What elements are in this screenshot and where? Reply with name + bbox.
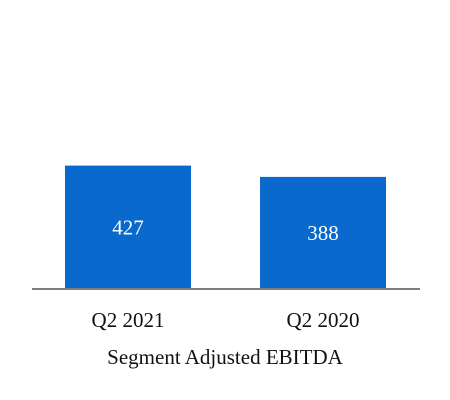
bar-q2-2021 (65, 165, 191, 289)
labels-group: 427 Q2 2021 388 Q2 2020 (92, 215, 360, 332)
bar-value-label: 388 (307, 221, 339, 245)
bar-value-label: 427 (112, 215, 144, 239)
bars-group (65, 165, 386, 289)
bar-q2-2020 (260, 176, 386, 289)
chart-title: Segment Adjusted EBITDA (107, 345, 343, 369)
category-tick-label: Q2 2020 (287, 308, 360, 332)
category-tick-label: Q2 2021 (92, 308, 165, 332)
